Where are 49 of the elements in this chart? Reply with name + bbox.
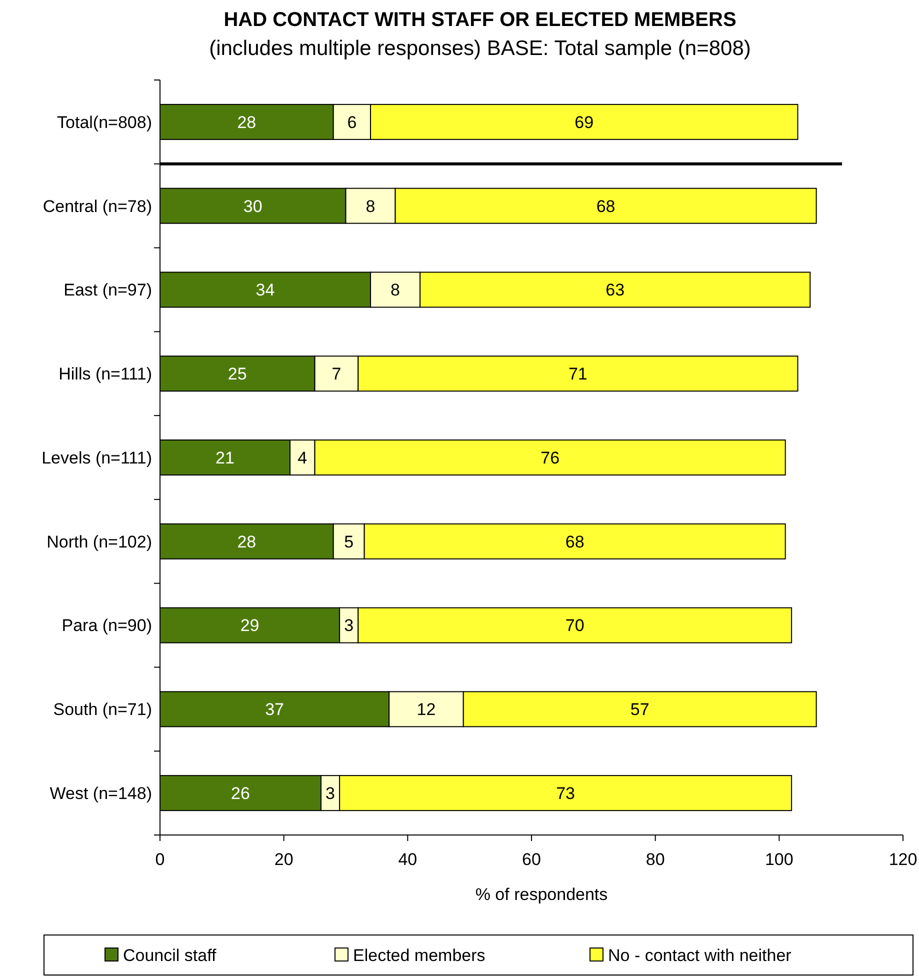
data-label: 4 [298, 448, 308, 468]
chart-title: HAD CONTACT WITH STAFF OR ELECTED MEMBERS [224, 9, 736, 31]
data-label: 28 [237, 532, 256, 552]
data-label: 68 [596, 196, 616, 216]
data-label: 7 [332, 364, 342, 384]
y-tick-label: Levels (n=111) [42, 448, 152, 468]
y-tick-label: Total(n=808) [57, 112, 152, 132]
y-tick-label: North (n=102) [46, 532, 152, 552]
data-label: 70 [565, 616, 584, 636]
data-label: 12 [416, 700, 436, 720]
data-label: 63 [606, 280, 625, 300]
data-label: 28 [237, 112, 256, 132]
data-label: 25 [228, 364, 247, 384]
x-tick-label: 60 [522, 850, 541, 869]
y-tick-label: Hills (n=111) [58, 364, 152, 384]
data-label: 6 [347, 112, 357, 132]
data-label: 68 [565, 532, 584, 552]
y-tick-label: Para (n=90) [62, 616, 152, 636]
y-tick-label: East (n=97) [64, 280, 152, 300]
data-label: 76 [540, 448, 560, 468]
y-tick-label: South (n=71) [53, 700, 152, 720]
data-label: 26 [231, 784, 250, 804]
data-label: 37 [265, 700, 284, 720]
legend-label: Council staff [123, 946, 217, 965]
data-label: 30 [243, 196, 262, 216]
x-tick-label: 120 [888, 850, 918, 869]
legend-label: No - contact with neither [608, 946, 792, 965]
data-label: 34 [256, 280, 275, 300]
x-axis-title: % of respondents [475, 885, 608, 904]
data-label: 8 [366, 196, 376, 216]
x-tick-label: 0 [155, 850, 165, 869]
data-label: 3 [344, 616, 354, 636]
x-tick-label: 80 [646, 850, 665, 869]
data-label: 57 [630, 700, 650, 720]
x-tick-label: 40 [398, 850, 418, 869]
data-label: 69 [574, 112, 594, 132]
data-label: 21 [216, 448, 234, 468]
y-tick-label: West (n=148) [50, 784, 152, 804]
data-label: 29 [240, 616, 260, 636]
legend-label: Elected members [353, 946, 486, 965]
data-label: 3 [326, 784, 336, 804]
x-tick-label: 20 [274, 850, 294, 869]
data-label: 5 [344, 532, 354, 552]
x-tick-label: 100 [764, 850, 794, 869]
y-tick-label: Central (n=78) [42, 196, 152, 216]
data-label: 73 [556, 784, 576, 804]
data-label: 8 [390, 280, 400, 300]
chart-subtitle: (includes multiple responses) BASE: Total sample (n=808) [209, 37, 751, 60]
data-label: 71 [568, 364, 588, 384]
